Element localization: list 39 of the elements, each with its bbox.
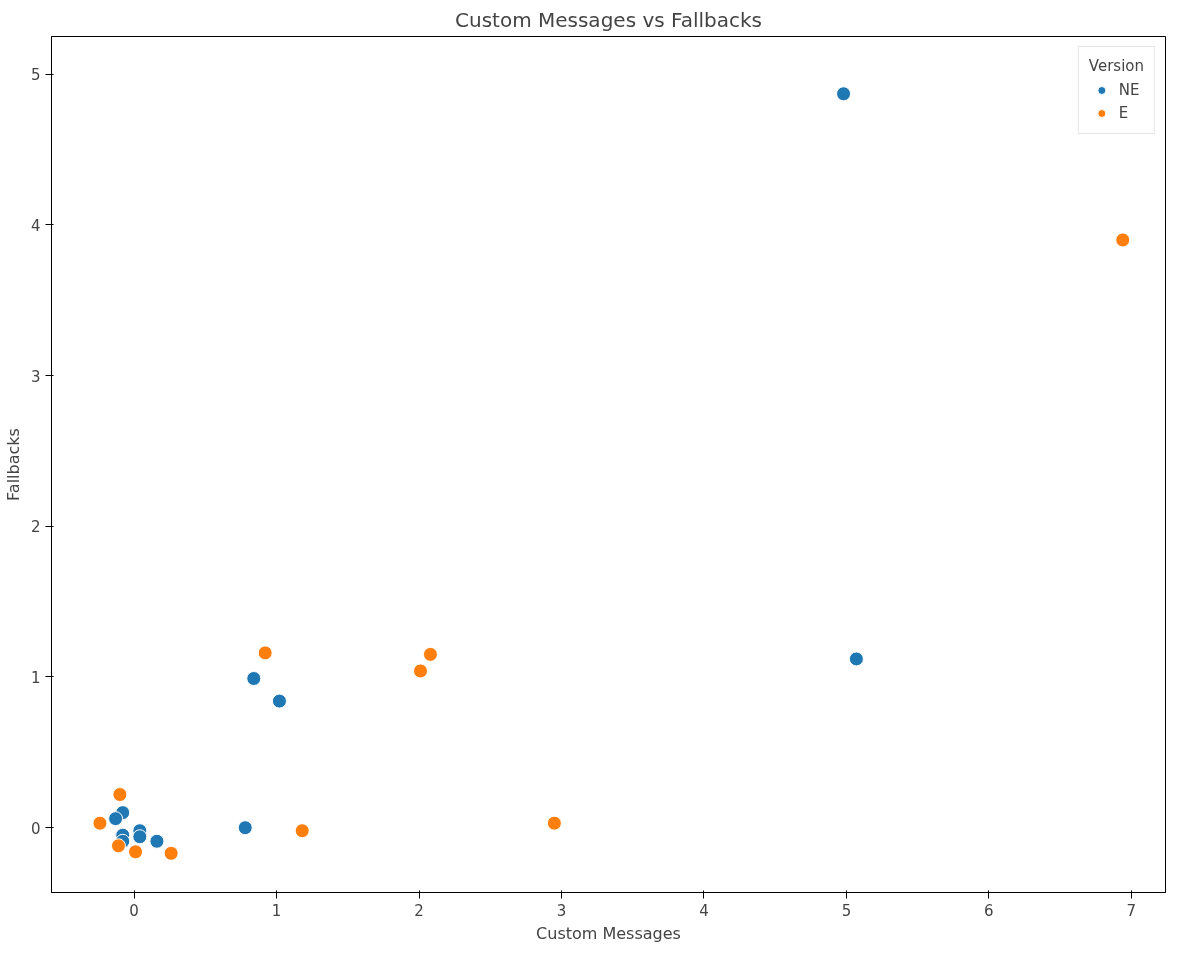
x-tick-label: 3 <box>556 901 567 920</box>
point <box>112 787 128 803</box>
x-tick-label: 2 <box>414 901 424 920</box>
point <box>149 833 165 849</box>
chart-title: Custom Messages vs Fallbacks <box>454 7 763 32</box>
x-tick-label: 5 <box>841 901 852 920</box>
x-tick-label: 7 <box>1126 901 1137 920</box>
point <box>294 823 310 839</box>
point <box>546 815 562 831</box>
x-tick-label: 0 <box>129 901 139 920</box>
point <box>237 820 253 836</box>
point <box>836 86 852 102</box>
point <box>246 671 262 686</box>
point <box>92 815 108 831</box>
y-tick-label: 4 <box>30 216 41 235</box>
x-tick-label: 1 <box>271 901 282 920</box>
point <box>848 651 864 667</box>
y-tick-label: 1 <box>30 668 41 687</box>
point <box>108 811 124 827</box>
point <box>1115 232 1131 248</box>
legend-label: E <box>1118 104 1130 122</box>
y-tick-label: 5 <box>30 66 41 85</box>
x-tick-label: 6 <box>984 901 994 920</box>
point <box>110 838 126 854</box>
point <box>412 663 428 679</box>
point <box>128 844 144 860</box>
x-axis-title: Custom Messages <box>536 923 681 943</box>
y-tick-label: 2 <box>30 518 41 537</box>
point <box>271 693 287 709</box>
legend-label: NE <box>1118 81 1140 99</box>
legend-title: Version <box>1088 57 1144 75</box>
x-tick-label: 4 <box>699 901 709 920</box>
point <box>132 829 148 845</box>
point <box>257 645 273 661</box>
point <box>422 646 438 662</box>
point <box>163 845 179 861</box>
y-tick-label: 3 <box>30 367 41 386</box>
y-tick-label: 0 <box>30 819 41 838</box>
y-axis-title: Fallbacks <box>3 428 23 501</box>
